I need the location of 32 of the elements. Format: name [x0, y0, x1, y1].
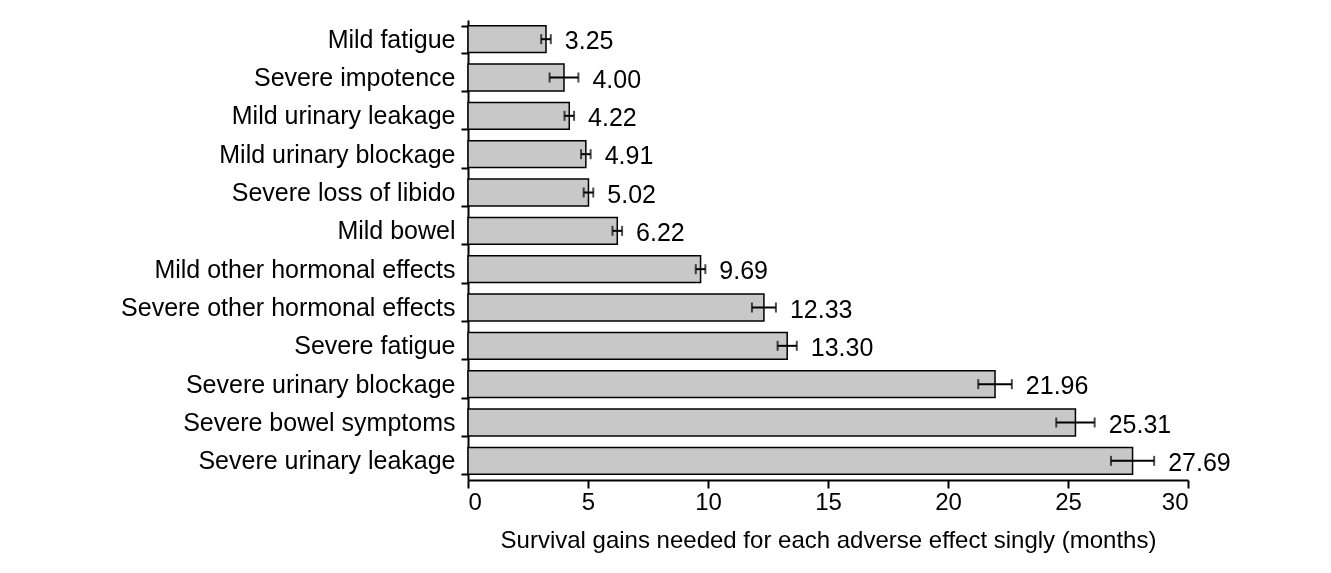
y-tick-label: Mild bowel [337, 216, 456, 245]
x-tick-label: 30 [1161, 487, 1189, 515]
data-label: 9.69 [719, 256, 769, 285]
data-label: 4.00 [592, 64, 642, 93]
x-tick-label: 15 [815, 487, 842, 515]
x-tick-label: 25 [1055, 487, 1082, 515]
y-tick-label: Severe fatigue [294, 331, 456, 360]
data-label: 4.22 [588, 102, 637, 131]
x-tick-label: 20 [935, 487, 962, 515]
data-label: 13.30 [810, 332, 874, 361]
x-tick-label: 10 [695, 487, 722, 515]
y-tick-label: Mild urinary blockage [219, 139, 456, 168]
x-tick-label: 0 [468, 487, 482, 515]
data-label: 5.02 [607, 179, 656, 208]
y-tick-label: Severe urinary blockage [185, 369, 456, 398]
y-tick-label: Severe impotence [253, 63, 456, 91]
x-tick-label: 5 [581, 487, 596, 515]
y-tick-label: Mild other hormonal effects [154, 254, 456, 283]
data-label: 12.33 [789, 294, 853, 323]
x-axis-title: Survival gains needed for each adverse effect singly (months) [500, 525, 1157, 553]
data-label: 3.25 [564, 26, 614, 55]
data-label: 21.96 [1025, 371, 1089, 400]
y-tick-label: Mild urinary leakage [231, 101, 456, 130]
y-tick-label: Severe bowel symptoms [183, 408, 456, 436]
data-label: 27.69 [1168, 447, 1231, 476]
y-tick-label: Mild fatigue [327, 24, 456, 53]
y-tick-label: Severe urinary leakage [198, 446, 456, 475]
y-tick-label: Severe loss of libido [231, 178, 456, 206]
data-label: 6.22 [636, 217, 685, 246]
data-label: 25.31 [1108, 409, 1172, 438]
data-label: 4.91 [604, 141, 654, 170]
y-tick-label: Severe other hormonal effects [121, 293, 456, 321]
